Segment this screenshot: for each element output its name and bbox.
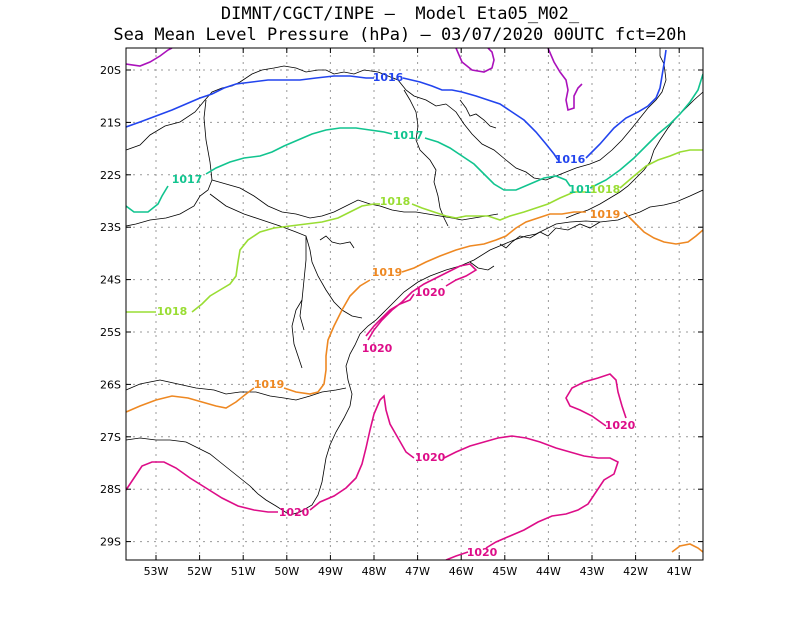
contour-label-1020: 1020 <box>362 342 393 355</box>
state-border <box>445 48 667 181</box>
x-tick-label: 46W <box>449 565 474 578</box>
contour-label-1018: 1018 <box>380 195 411 208</box>
x-tick-label: 42W <box>623 565 648 578</box>
contour-lines <box>126 48 703 560</box>
contour-label-1017: 101 <box>569 183 592 196</box>
plot-frame <box>125 47 704 561</box>
y-tick-label: 21S <box>100 116 121 129</box>
map-title: DIMNT/CGCT/INPE – Model Eta05_M02_ <box>220 4 580 24</box>
contour-1020 <box>565 373 627 427</box>
y-tick-label: 27S <box>100 431 121 444</box>
coastline-bays <box>469 221 601 271</box>
reservoir <box>319 99 497 249</box>
contour-label-1020: 1020 <box>415 451 446 464</box>
axis-ticks <box>126 48 703 560</box>
contour-1020 <box>365 263 478 341</box>
contour-label-1018: 1018 <box>157 305 188 318</box>
x-tick-label: 44W <box>536 565 561 578</box>
river <box>291 299 303 369</box>
contour-1020 <box>443 435 619 560</box>
contour-1019 <box>671 543 703 553</box>
contour-label-1020: 1020 <box>415 286 446 299</box>
x-tick-label: 52W <box>187 565 212 578</box>
x-tick-label: 45W <box>492 565 517 578</box>
y-tick-label: 22S <box>100 169 121 182</box>
y-tick-label: 29S <box>100 536 121 549</box>
x-tick-label: 49W <box>318 565 343 578</box>
contour-1018 <box>126 149 703 313</box>
axis-tick-labels: 53W 52W 51W 50W 49W 48W 47W 46W 45W 44W 43W 42W 41W 2… <box>100 64 692 578</box>
x-tick-label: 48W <box>362 565 387 578</box>
contour-label-1018: 1018 <box>590 183 621 196</box>
x-tick-label: 53W <box>144 565 169 578</box>
state-border <box>299 236 307 331</box>
coastline <box>289 189 703 516</box>
contour-label-1019: 1019 <box>372 266 403 279</box>
contour-1019 <box>126 211 703 413</box>
x-tick-label: 50W <box>274 565 299 578</box>
y-tick-label: 26S <box>100 378 121 391</box>
country-border <box>126 437 291 516</box>
state-border <box>403 89 449 227</box>
y-tick-label: 25S <box>100 326 121 339</box>
grid-lines <box>126 48 703 560</box>
contour-1015 <box>455 48 495 73</box>
map-subtitle: Sea Mean Level Pressure (hPa) – 03/07/20… <box>113 25 687 45</box>
contour-label-1017: 1017 <box>393 129 424 142</box>
state-border <box>126 65 447 151</box>
contour-1015 <box>126 48 173 67</box>
contour-1016 <box>126 49 667 161</box>
contour-label-1020: 1020 <box>467 546 498 559</box>
contour-label-1020: 1020 <box>279 506 310 519</box>
contour-label-1019: 1019 <box>590 208 621 221</box>
contour-1015 <box>547 48 583 112</box>
contour-1017 <box>126 73 703 213</box>
contour-label-1020: 1020 <box>605 419 636 432</box>
coastline-borders <box>126 48 703 516</box>
contour-1020 <box>126 394 415 513</box>
x-tick-label: 41W <box>667 565 692 578</box>
state-border <box>126 379 347 401</box>
x-tick-label: 51W <box>231 565 256 578</box>
y-tick-label: 28S <box>100 483 121 496</box>
state-border <box>126 99 213 227</box>
contour-label-1019: 1019 <box>254 378 285 391</box>
x-tick-label: 43W <box>580 565 605 578</box>
y-tick-label: 20S <box>100 64 121 77</box>
state-border <box>209 193 363 319</box>
contour-label-1016: 1016 <box>555 153 586 166</box>
y-tick-label: 24S <box>100 274 121 287</box>
contour-label-1016: 1016 <box>373 71 404 84</box>
y-tick-label: 23S <box>100 221 121 234</box>
x-tick-label: 47W <box>405 565 430 578</box>
contour-labels: 1016101610171017101101810181018101910191… <box>157 71 636 559</box>
contour-label-1017: 1017 <box>172 173 203 186</box>
state-border <box>211 179 499 221</box>
